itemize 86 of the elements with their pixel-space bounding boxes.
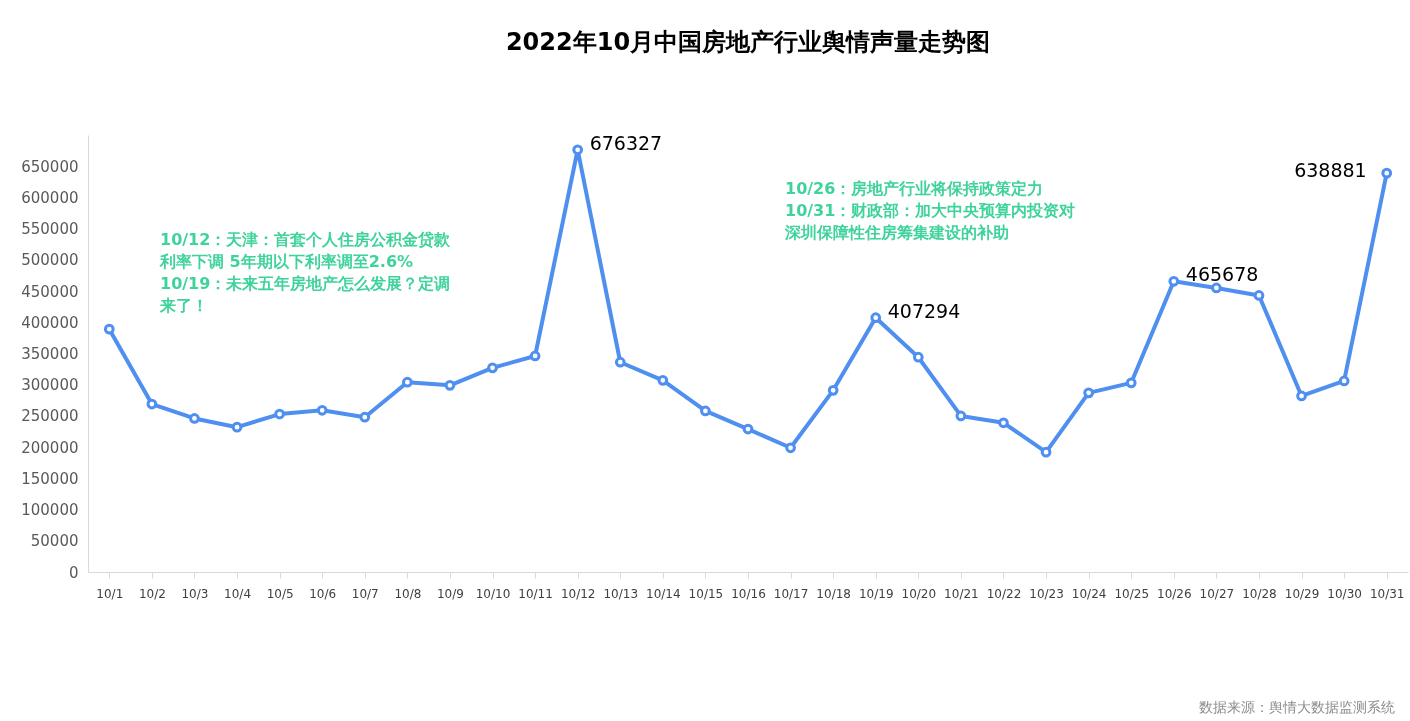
point <box>444 379 456 391</box>
x-tick-label: 10/12 <box>560 586 596 601</box>
point <box>1211 282 1222 294</box>
point <box>742 423 754 435</box>
x-tick-label: 10/23 <box>1029 586 1064 601</box>
x-tick-label: 10/22 <box>986 586 1022 601</box>
y-tick-label: 600000 <box>21 188 79 207</box>
x-tick-label: 10/16 <box>731 586 766 601</box>
point <box>785 442 796 454</box>
x-tick-label: 10/25 <box>1114 586 1150 601</box>
y-tick-label: 200000 <box>21 438 79 457</box>
x-tick-label: 10/28 <box>1242 586 1277 601</box>
y-tick-label: 100000 <box>21 501 79 520</box>
x-tick-label: 10/29 <box>1284 586 1320 601</box>
y-tick-label: 250000 <box>21 407 79 426</box>
data-label: 676327 <box>589 131 663 154</box>
annotation: 10/12：天津：首套个人住房公积金贷款利率下调 5年期以下利率调至2.6% <box>159 230 452 271</box>
x-tick-label: 10/17 <box>773 586 809 601</box>
x-tick-label: 10/27 <box>1199 586 1235 601</box>
point <box>1381 167 1393 179</box>
x-tick-label: 10/14 <box>646 586 681 601</box>
source-note: 数据来源：舆情大数据监测系统 <box>1199 699 1395 715</box>
point <box>316 404 328 416</box>
annotation: 10/26：房地产行业将保持政策定力 <box>785 179 1044 198</box>
x-tick-label: 10/15 <box>688 586 724 601</box>
point <box>401 376 413 388</box>
x-tick-label: 10/6 <box>309 586 337 601</box>
x-tick-label: 10/18 <box>816 586 851 601</box>
y-tick-label: 450000 <box>21 282 79 301</box>
chart-title: 2022年10月中国房地产行业舆情声量走势图 <box>505 27 991 56</box>
point <box>487 362 498 374</box>
x-tick-label: 10/9 <box>436 586 464 601</box>
point <box>700 405 711 417</box>
x-tick-label: 10/5 <box>266 586 294 601</box>
y-tick-label: 50000 <box>30 532 79 551</box>
y-tick-label: 400000 <box>21 313 79 332</box>
point <box>955 410 967 422</box>
x-tick-label: 10/21 <box>944 586 979 601</box>
y-tick-label: 300000 <box>21 376 79 395</box>
x-tick-label: 10/31 <box>1369 586 1405 601</box>
point <box>103 323 115 335</box>
data-label: 638881 <box>1294 159 1367 182</box>
y-tick-label: 150000 <box>21 469 79 488</box>
x-tick-label: 10/26 <box>1157 586 1192 601</box>
point <box>146 398 158 410</box>
point <box>614 356 626 368</box>
x-tick-label: 10/1 <box>96 586 124 601</box>
x-tick-label: 10/24 <box>1071 586 1107 601</box>
point <box>998 417 1009 429</box>
point <box>1083 387 1095 399</box>
point <box>572 144 584 156</box>
point <box>359 411 371 423</box>
annotation: 10/19：未来五年房地产怎么发展？定调来了！ <box>159 274 451 315</box>
point <box>1125 377 1137 389</box>
point <box>870 312 882 324</box>
x-tick-label: 10/19 <box>858 586 894 601</box>
annotation: 10/31：财政部：加大中央预算内投资对深圳保障性住房筹集建设的补助 <box>784 201 1076 242</box>
y-tick-label: 550000 <box>21 220 79 239</box>
point <box>912 351 924 363</box>
x-tick-label: 10/3 <box>181 586 209 601</box>
point <box>657 374 669 386</box>
point <box>189 413 200 424</box>
point <box>1296 390 1307 402</box>
point <box>1168 275 1180 287</box>
y-tick-label: 650000 <box>21 157 79 176</box>
x-tick-label: 10/13 <box>603 586 639 601</box>
point <box>1253 290 1265 301</box>
point <box>231 421 243 433</box>
y-tick-label: 350000 <box>21 345 79 363</box>
x-tick-label: 10/30 <box>1327 586 1362 601</box>
x-tick-label: 10/2 <box>138 586 166 601</box>
x-tick-label: 10/7 <box>351 586 379 601</box>
point <box>529 350 541 362</box>
point <box>1338 375 1350 387</box>
x-tick-label: 10/8 <box>394 586 422 601</box>
x-tick-label: 10/11 <box>518 586 553 601</box>
x-tick-label: 10/20 <box>901 586 937 601</box>
point <box>274 408 285 420</box>
y-tick-label: 500000 <box>21 251 79 270</box>
y-tick-label: 0 <box>68 563 79 582</box>
point <box>1040 446 1052 458</box>
x-tick-label: 10/10 <box>475 586 511 601</box>
point <box>827 384 839 396</box>
data-label: 407294 <box>887 299 961 322</box>
data-label: 465678 <box>1185 263 1259 286</box>
x-tick-label: 10/4 <box>224 586 252 601</box>
